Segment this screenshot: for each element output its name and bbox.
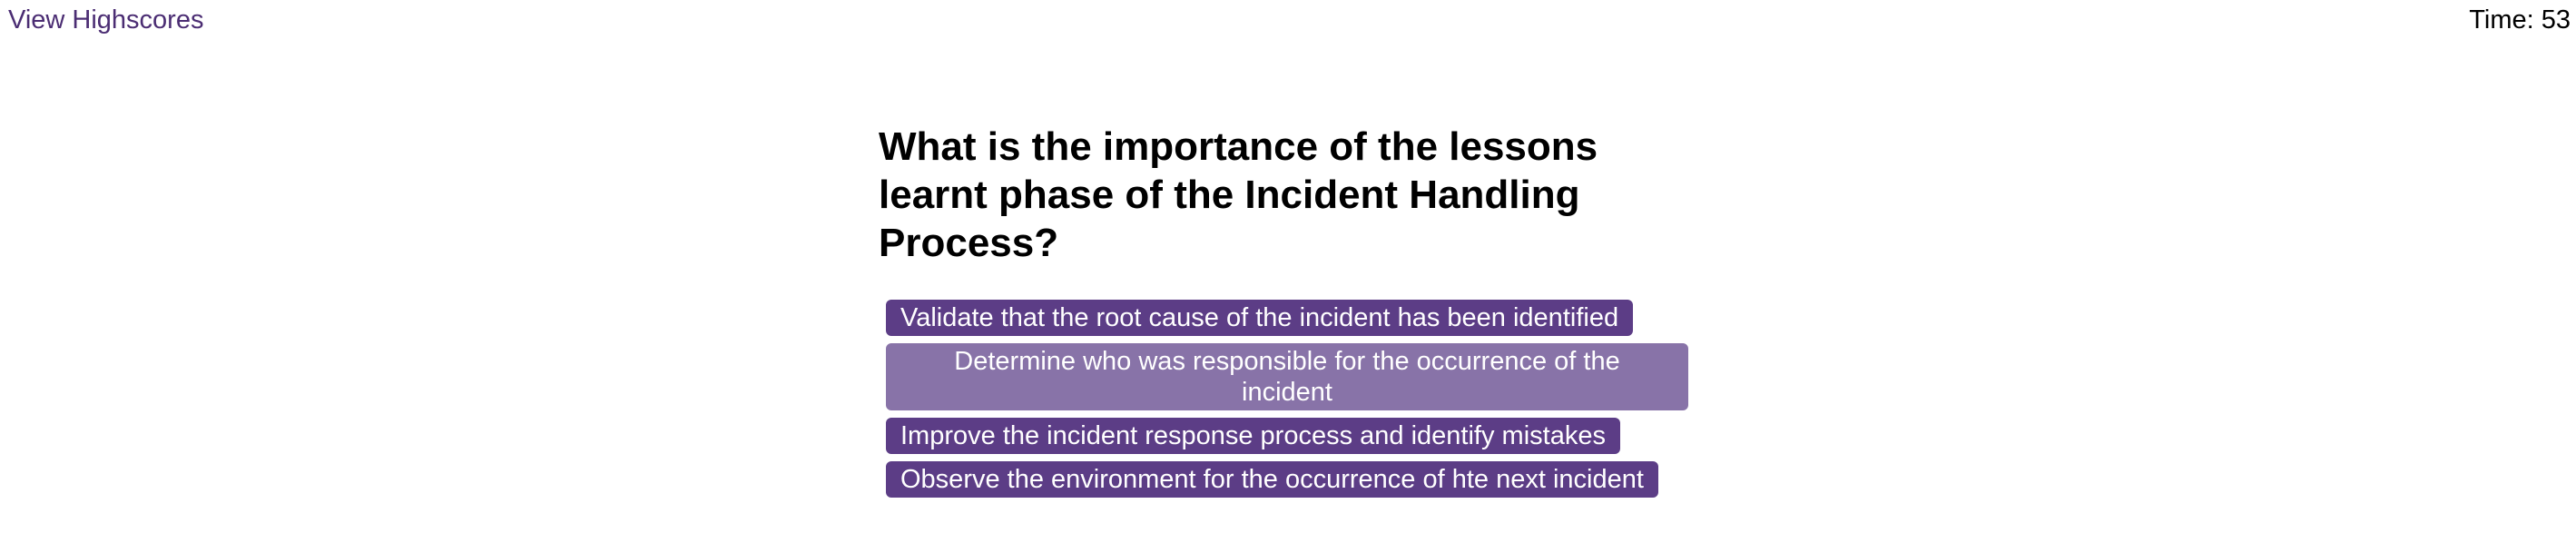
answer-choices: Validate that the root cause of the inci…: [886, 300, 1696, 505]
answer-button-1[interactable]: Validate that the root cause of the inci…: [886, 300, 1634, 336]
answer-button-2[interactable]: Determine who was responsible for the oc…: [886, 343, 1688, 410]
answer-button-4[interactable]: Observe the environment for the occurren…: [886, 461, 1658, 498]
quiz-container: What is the importance of the lessons le…: [879, 123, 1696, 505]
answer-button-3[interactable]: Improve the incident response process an…: [886, 418, 1620, 454]
top-bar: View Highscores Time: 53: [0, 0, 2576, 44]
view-highscores-link[interactable]: View Highscores: [8, 5, 204, 35]
timer-display: Time: 53: [2469, 5, 2571, 35]
question-title: What is the importance of the lessons le…: [879, 124, 1598, 265]
